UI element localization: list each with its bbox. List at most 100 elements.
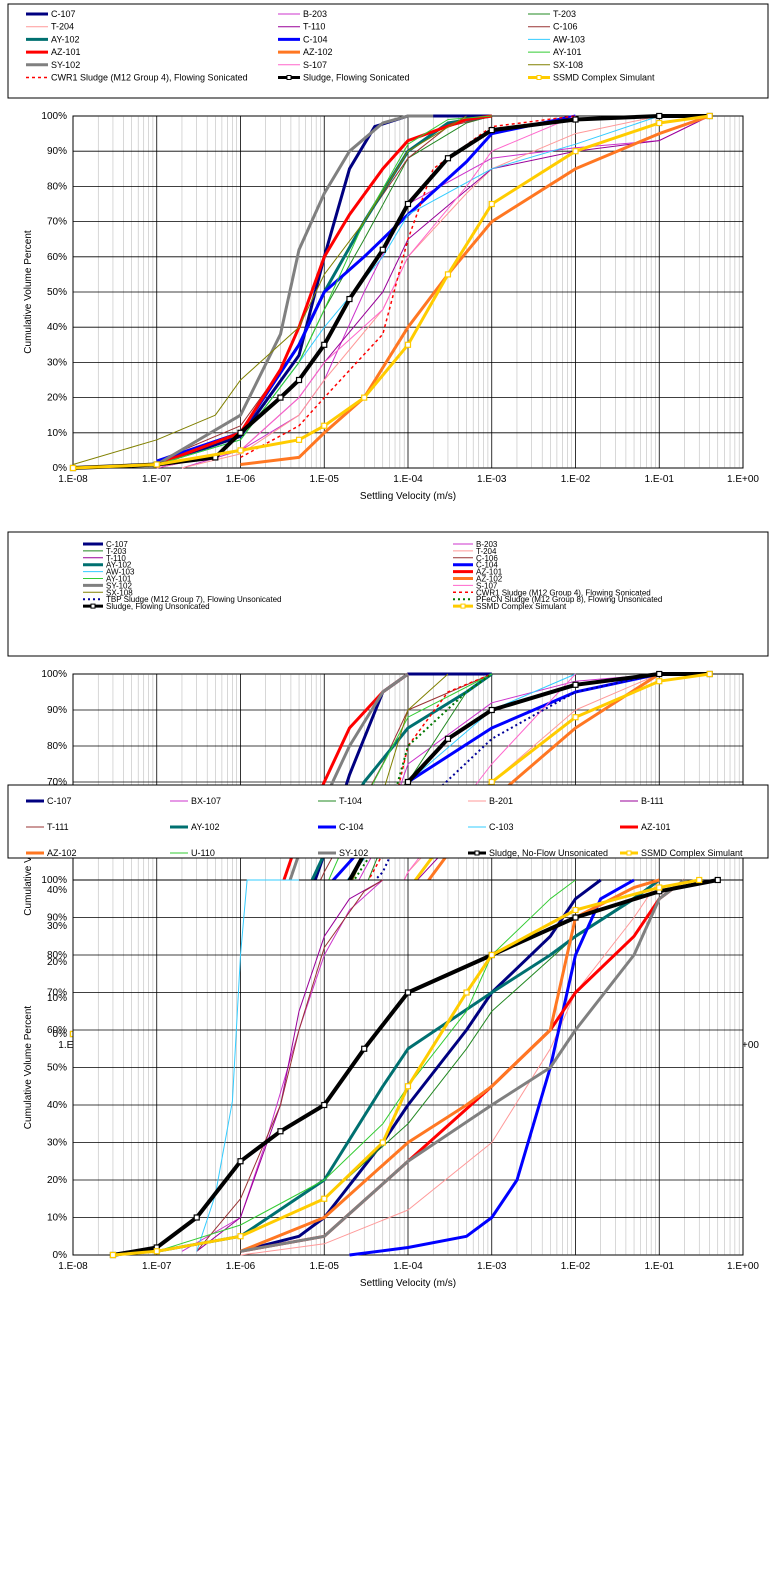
data-point-sludge-flowing-unsonicated <box>404 778 412 786</box>
data-point-sludge-no-flow-unsonicated <box>321 1101 328 1109</box>
series-line-sludge-no-flow-unsonicated <box>112 878 719 1257</box>
y-tick-label: 40% <box>47 1100 67 1111</box>
data-point-ssmd-complex-simulant <box>321 422 328 429</box>
legend-item-c-106: C-106 <box>528 22 578 32</box>
legend-item-c-107: C-107 <box>83 540 128 549</box>
legend-item-sy-102: SY-102 <box>318 848 368 858</box>
y-tick-label: 20% <box>47 957 67 968</box>
legend-item-b-203: B-203 <box>453 540 498 549</box>
data-point-ssmd-complex-simulant <box>444 271 452 278</box>
data-point-sludge-flowing-sonicated <box>321 341 328 348</box>
legend-label: T-204 <box>51 22 74 32</box>
legend-label: T-203 <box>106 547 127 556</box>
legend-label: C-107 <box>51 9 76 19</box>
y-tick-label: 60% <box>47 252 67 263</box>
legend-item-s-107: S-107 <box>278 60 327 70</box>
legend-label: SY-102 <box>51 60 80 70</box>
legend-item-ssmd-complex-simulant: SSMD Complex Simulant <box>453 602 567 611</box>
chart-3: C-107 BX-107 T-104 B-201 B-111 T-111 AY-102 C-1… <box>7 784 769 1289</box>
legend-label: AY-101 <box>553 47 582 57</box>
plot-area <box>72 115 744 469</box>
legend-item-az-102: AZ-102 <box>278 47 333 57</box>
data-point-sludge-flowing-sonicated <box>572 116 579 123</box>
legend-label: C-103 <box>489 822 514 832</box>
legend-item-az-102: AZ-102 <box>453 575 503 584</box>
x-tick-label: 1.E-02 <box>561 1261 591 1272</box>
legend-label: Sludge, No-Flow Unsonicated <box>489 848 608 858</box>
series-group <box>109 876 721 1259</box>
y-tick-label: 30% <box>47 921 67 932</box>
legend-label: AY-102 <box>106 561 132 570</box>
x-tick-label: 1.E-06 <box>226 1261 256 1272</box>
x-tick-label: 1.E-04 <box>393 474 423 485</box>
legend-label: Sludge, Flowing Sonicated <box>303 73 410 83</box>
legend-item-ay-101: AY-101 <box>528 47 582 57</box>
legend-label: SSMD Complex Simulant <box>476 602 567 611</box>
x-tick-label: 1.E-02 <box>561 474 591 485</box>
y-axis-title: Cumulative Volume Percent <box>23 230 34 354</box>
y-tick-label: 10% <box>47 428 67 439</box>
y-tick-label: 50% <box>47 1063 67 1074</box>
legend-label: T-104 <box>339 796 362 806</box>
y-tick-label: 90% <box>47 146 67 157</box>
legend: C-107 B-203 T-203 T-204 T-110 C-106 AY-102 C-10… <box>7 3 769 99</box>
series-line-az-102 <box>239 878 660 1253</box>
series-line-s-107 <box>156 115 576 469</box>
data-point-sludge-no-flow-unsonicated <box>714 876 721 884</box>
legend-item-t-203: T-203 <box>83 547 127 556</box>
legend-marker <box>626 850 632 856</box>
legend-item-b-203: B-203 <box>278 9 327 19</box>
y-tick-label: 20% <box>47 393 67 404</box>
x-tick-label: 1.E-01 <box>645 474 675 485</box>
data-point-ssmd-complex-simulant <box>463 989 470 996</box>
data-point-ssmd-complex-simulant <box>696 876 703 884</box>
series-line-b-111 <box>196 879 384 1252</box>
data-point-sludge-no-flow-unsonicated <box>277 1128 284 1135</box>
legend-item-sy-102: SY-102 <box>83 581 133 590</box>
series-line-c-103 <box>196 879 299 1252</box>
data-point-ssmd-complex-simulant <box>488 778 495 786</box>
data-point-ssmd-complex-simulant <box>237 447 244 454</box>
legend-label: SSMD Complex Simulant <box>553 73 655 83</box>
legend: C-107 BX-107 T-104 B-201 B-111 T-111 AY-102 C-1… <box>7 784 769 859</box>
legend-label: S-107 <box>476 581 498 590</box>
data-point-ssmd-complex-simulant <box>69 464 77 472</box>
data-point-ssmd-complex-simulant <box>488 951 495 959</box>
data-point-ssmd-complex-simulant <box>321 1195 328 1202</box>
data-point-ssmd-complex-simulant <box>656 119 663 127</box>
legend-item-ay-102: AY-102 <box>83 561 132 570</box>
legend-item-ay-101: AY-101 <box>83 575 132 584</box>
legend-item-ssmd-complex-simulant: SSMD Complex Simulant <box>620 848 743 858</box>
legend-item-u-110: U-110 <box>170 848 215 858</box>
series-line-c-104 <box>349 878 635 1257</box>
legend-label: BX-107 <box>191 796 221 806</box>
data-point-sludge-flowing-sonicated <box>488 126 495 134</box>
series-line-az-101 <box>156 114 493 466</box>
legend-label: SSMD Complex Simulant <box>641 848 743 858</box>
legend-marker <box>460 603 466 609</box>
data-point-ssmd-complex-simulant <box>488 200 495 208</box>
y-tick-label: 70% <box>47 777 67 788</box>
legend-label: C-106 <box>553 22 578 32</box>
legend-item-t-204: T-204 <box>453 547 497 556</box>
x-tick-label: 1.E-08 <box>58 1261 88 1272</box>
legend-item-az-101: AZ-101 <box>620 822 671 832</box>
legend: C-107 B-203 T-203 T-204 T-110 C-106 AY-102 C-10… <box>7 531 769 657</box>
data-point-ssmd-complex-simulant <box>379 1139 386 1146</box>
legend-box <box>7 3 769 99</box>
data-point-ssmd-complex-simulant <box>706 670 713 678</box>
x-tick-label: 1.E+00 <box>727 1261 759 1272</box>
y-tick-label: 30% <box>47 1138 67 1149</box>
legend-item-ssmd-complex-simulant: SSMD Complex Simulant <box>528 73 655 83</box>
legend-item-t-104: T-104 <box>318 796 362 806</box>
legend-item-t-111: T-111 <box>26 822 69 832</box>
data-point-sludge-flowing-sonicated <box>444 155 452 162</box>
legend-label: CWR1 Sludge (M12 Group 4), Flowing Sonic… <box>476 588 651 597</box>
y-tick-label: 80% <box>47 950 67 961</box>
data-point-ssmd-complex-simulant <box>361 394 368 401</box>
legend-label: T-204 <box>476 547 497 556</box>
data-point-sludge-flowing-sonicated <box>295 376 303 384</box>
legend-item-sludge-flowing-sonicated: Sludge, Flowing Sonicated <box>278 73 410 83</box>
legend-label: S-107 <box>303 60 327 70</box>
legend-box <box>7 784 769 859</box>
